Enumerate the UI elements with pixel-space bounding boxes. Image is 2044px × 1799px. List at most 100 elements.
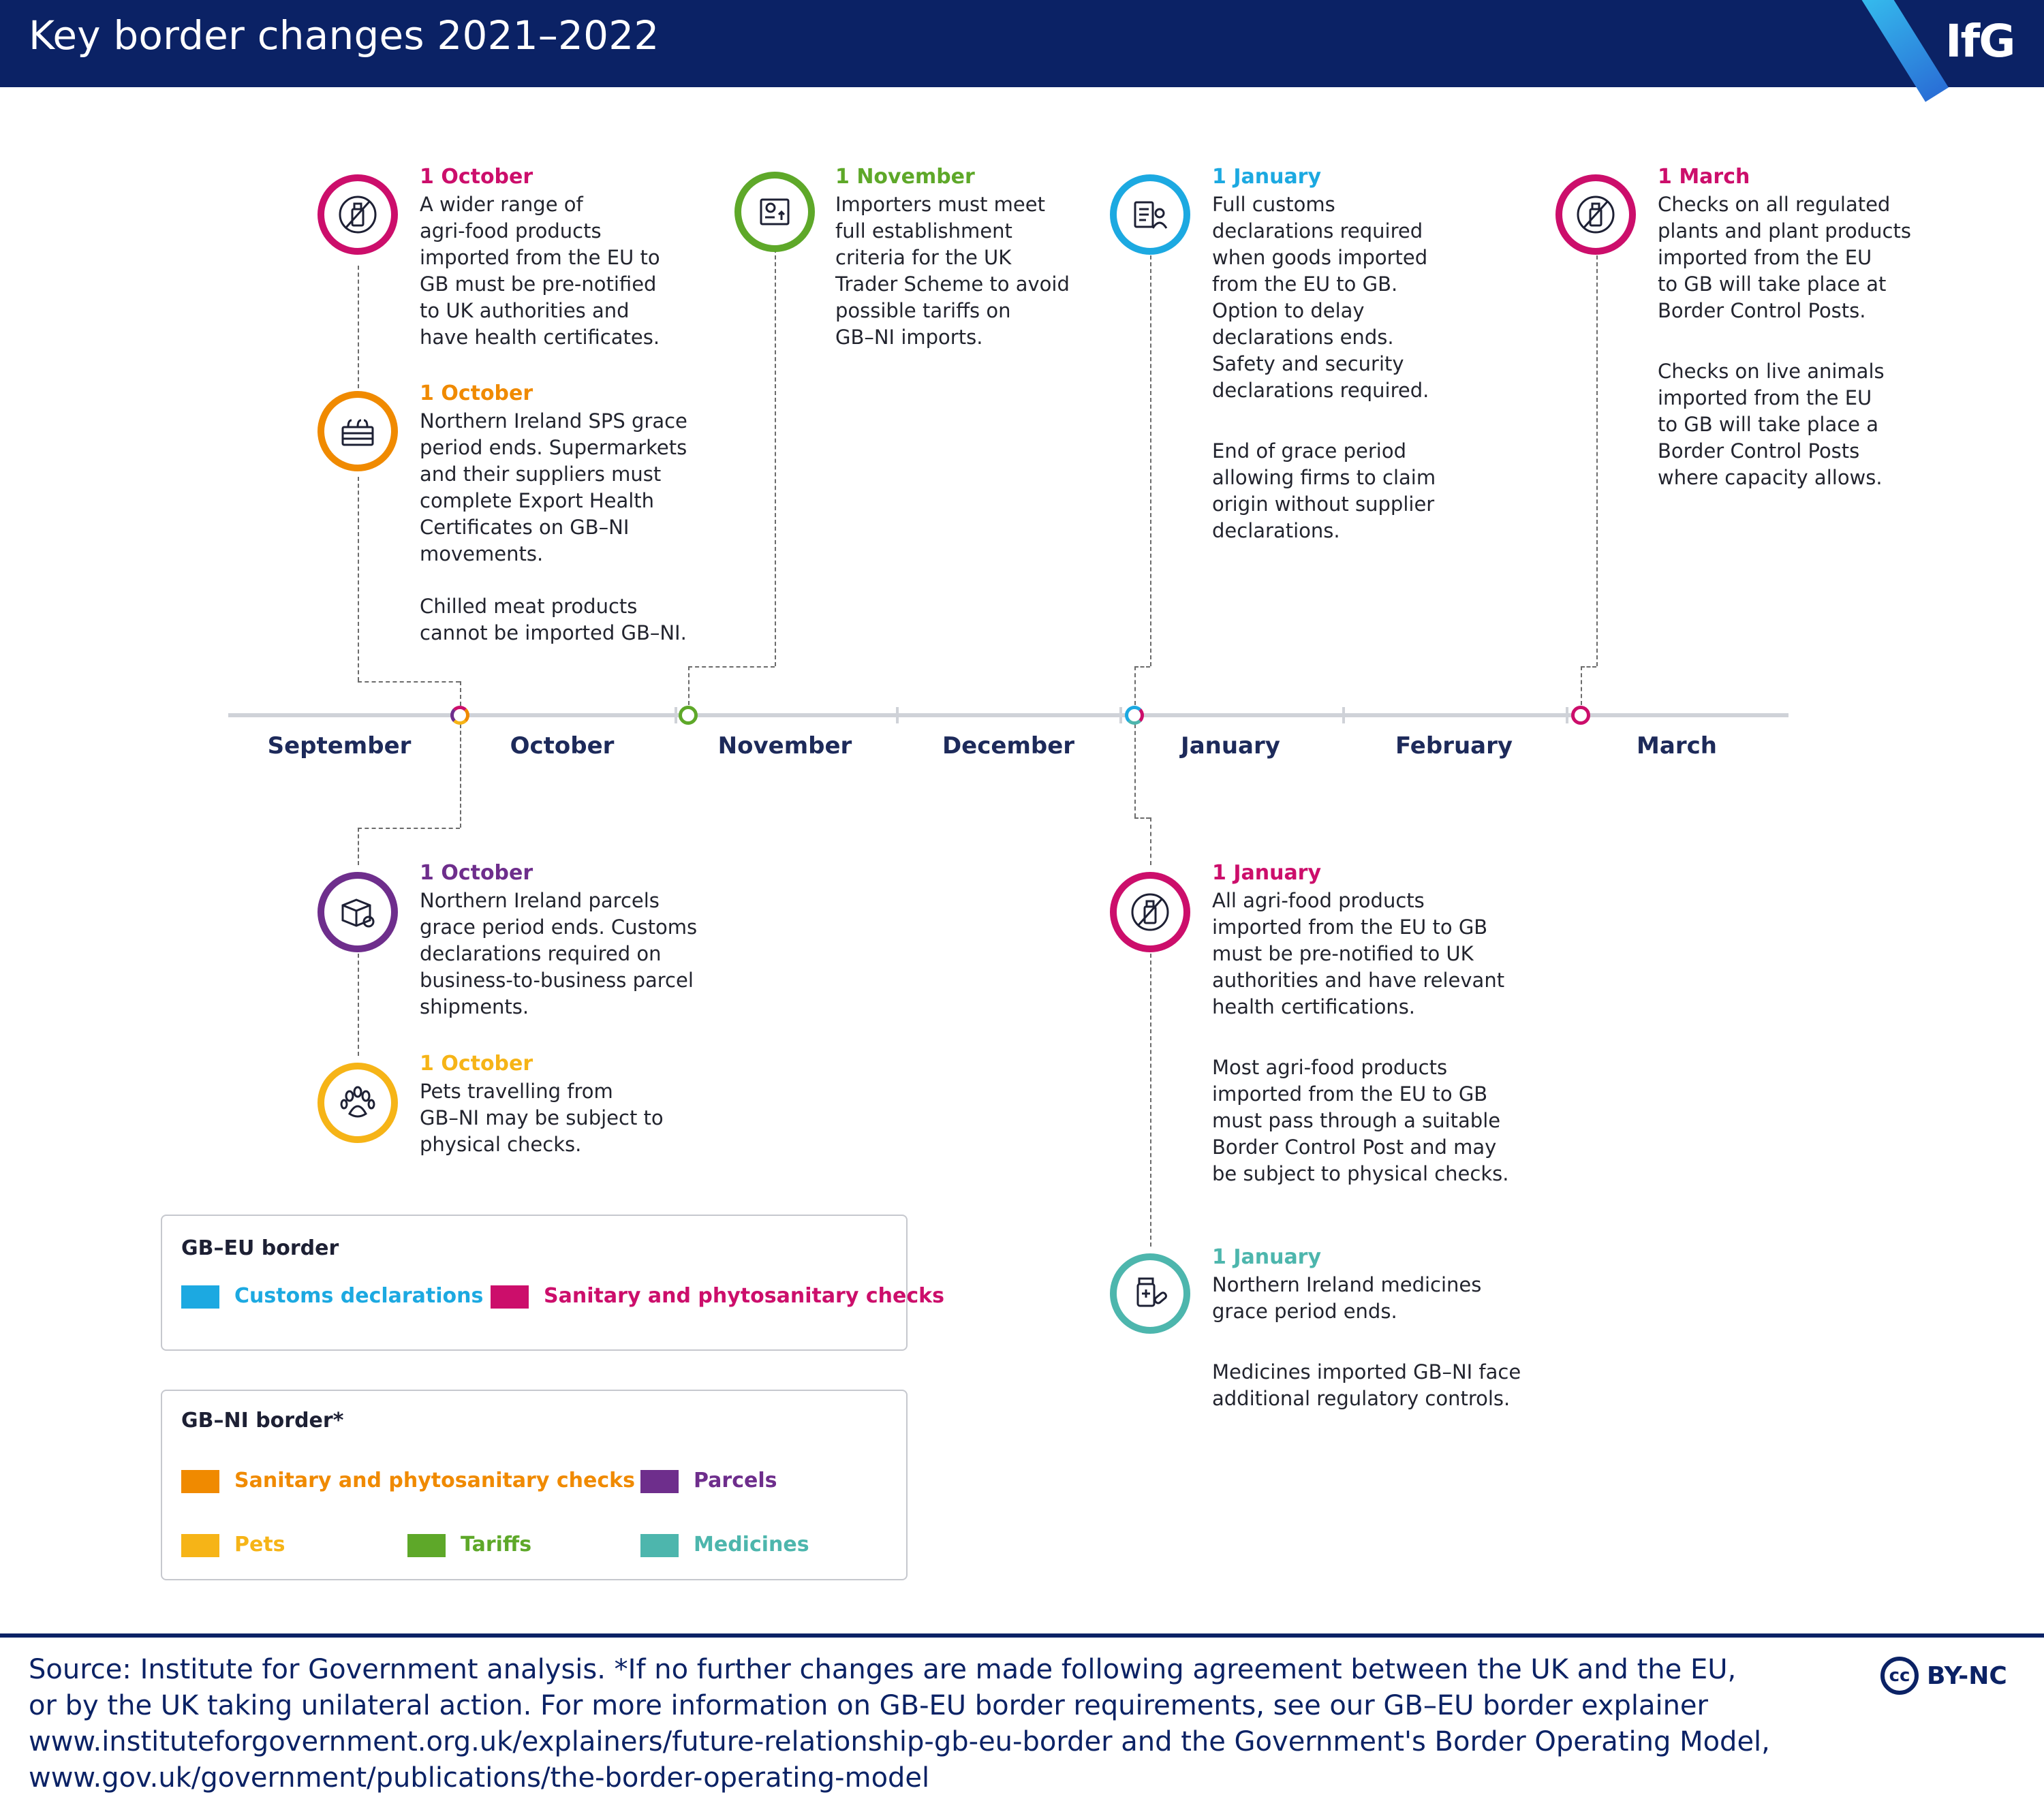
legend-title: GB–EU border — [181, 1236, 339, 1260]
connector-line — [1134, 724, 1136, 817]
legend-label-sps-eu: Sanitary and phytosanitary checks — [544, 1284, 944, 1308]
event-line: where capacity allows. — [1658, 466, 1883, 489]
legend-gb-eu: GB–EU border Customs declarations Sanita… — [161, 1215, 944, 1351]
connector-line — [358, 828, 460, 829]
legend-label-parcels: Parcels — [694, 1469, 777, 1492]
legend-swatch-sps-eu — [491, 1285, 529, 1309]
event-date: 1 January — [1212, 165, 1322, 189]
event-line: cannot be imported GB–NI. — [420, 621, 687, 644]
event-line: declarations required. — [1212, 379, 1429, 402]
event-line: declarations. — [1212, 519, 1340, 542]
event-line: Safety and security — [1212, 352, 1404, 375]
event-date: 1 March — [1658, 165, 1750, 189]
footer-divider — [0, 1633, 2044, 1638]
event-line: Northern Ireland medicines — [1212, 1273, 1482, 1296]
connector-line — [358, 477, 359, 681]
source-line: or by the UK taking unilateral action. F… — [29, 1690, 1708, 1721]
event-line: Border Control Post and may — [1212, 1136, 1497, 1159]
ifg-logo: IfG — [1945, 15, 2015, 67]
event-line: declarations required on — [420, 942, 662, 965]
event-line: to GB will take place at — [1658, 272, 1887, 296]
medicine-icon — [1110, 1253, 1190, 1334]
legend-swatch-customs — [181, 1285, 219, 1309]
event-line: agri-food products — [420, 219, 602, 243]
connector-line — [1150, 255, 1151, 666]
marker-1-january — [1125, 706, 1144, 725]
event-line: End of grace period — [1212, 439, 1406, 463]
connector-line — [1150, 954, 1151, 1247]
event-oct-parcels: 1 October Northern Ireland parcels grace… — [420, 860, 697, 1020]
event-line: Chilled meat products — [420, 595, 638, 618]
event-line: complete Export Health — [420, 489, 655, 512]
event-line: plants and plant products — [1658, 219, 1911, 243]
event-line: GB must be pre-notified — [420, 272, 657, 296]
month-divider — [1566, 707, 1568, 723]
event-line: grace period ends. Customs — [420, 916, 698, 939]
license-label: BY-NC — [1927, 1662, 2007, 1690]
source-line: www.instituteforgovernment.org.uk/explai… — [29, 1726, 1770, 1757]
event-line: be subject to physical checks. — [1212, 1162, 1509, 1185]
marker-1-march — [1571, 706, 1590, 725]
connector-line — [460, 681, 461, 706]
event-line: declarations required — [1212, 219, 1423, 243]
event-oct-pets: 1 October Pets travelling from GB–NI may… — [420, 1050, 664, 1158]
connector-line — [358, 954, 359, 1056]
connector-line — [1581, 666, 1596, 668]
event-line: imported from the EU — [1658, 246, 1872, 269]
connector-line — [1596, 255, 1598, 666]
connector-line — [1134, 666, 1150, 668]
connector-line — [1150, 817, 1151, 865]
connector-line — [1134, 817, 1150, 819]
connector-line — [688, 666, 775, 668]
marker-1-october — [450, 706, 469, 725]
paw-icon — [318, 1063, 398, 1143]
event-line: Importers must meet — [835, 193, 1045, 216]
legend-swatch-medicines — [640, 1534, 679, 1557]
event-line: Checks on live animals — [1658, 360, 1885, 383]
connector-line — [460, 724, 461, 828]
connector-line — [688, 666, 690, 705]
header-bar: Key border changes 2021–2022 IfG — [0, 0, 2044, 102]
month-label: October — [510, 732, 615, 760]
event-line: declarations ends. — [1212, 326, 1394, 349]
event-nov-tariffs: 1 November Importers must meet full esta… — [835, 163, 1070, 351]
event-line: Checks on all regulated — [1658, 193, 1891, 216]
source-line: www.gov.uk/government/publications/the-b… — [29, 1762, 930, 1794]
connector-line — [775, 249, 776, 666]
event-line: full establishment — [835, 219, 1012, 243]
month-label: November — [717, 732, 852, 760]
event-line: All agri-food products — [1212, 889, 1425, 912]
event-line: imported from the EU to GB — [1212, 916, 1488, 939]
no-bottle-icon — [1555, 174, 1636, 255]
event-line: to UK authorities and — [420, 299, 630, 322]
trade-document-icon — [734, 172, 815, 252]
event-line: shipments. — [420, 995, 529, 1018]
event-line: from the EU to GB. — [1212, 272, 1398, 296]
legend-label-customs: Customs declarations — [234, 1284, 484, 1308]
event-line: A wider range of — [420, 193, 583, 216]
event-jan-medicines: 1 January Northern Ireland medicines gra… — [1212, 1244, 1521, 1412]
page-title: Key border changes 2021–2022 — [29, 12, 660, 59]
event-line: physical checks. — [420, 1133, 582, 1156]
creative-commons-icon: cc — [1880, 1657, 1919, 1695]
month-label: September — [267, 732, 412, 760]
event-line: imported from the EU to — [420, 246, 660, 269]
event-line: and their suppliers must — [420, 463, 662, 486]
connector-line — [1134, 666, 1136, 705]
event-line: must be pre-notified to UK — [1212, 942, 1474, 965]
connector-line — [358, 681, 460, 683]
event-line: movements. — [420, 542, 544, 565]
event-mar-plants: 1 March Checks on all regulated plants a… — [1658, 163, 1911, 491]
event-line: origin without supplier — [1212, 492, 1435, 516]
source-note: Source: Institute for Government analysi… — [29, 1652, 1882, 1796]
legend-swatch-pets — [181, 1534, 219, 1557]
event-line: possible tariffs on — [835, 299, 1011, 322]
event-date: 1 October — [420, 165, 533, 189]
event-line: criteria for the UK — [835, 246, 1012, 269]
legend-label-tariffs: Tariffs — [461, 1533, 532, 1556]
event-date: 1 October — [420, 1052, 533, 1076]
crate-icon — [318, 391, 398, 471]
legend-gb-ni: GB–NI border* Sanitary and phytosanitary… — [161, 1390, 908, 1580]
event-oct-sps-ni: 1 October Northern Ireland SPS grace per… — [420, 380, 687, 646]
event-line: Trader Scheme to avoid — [835, 272, 1070, 296]
